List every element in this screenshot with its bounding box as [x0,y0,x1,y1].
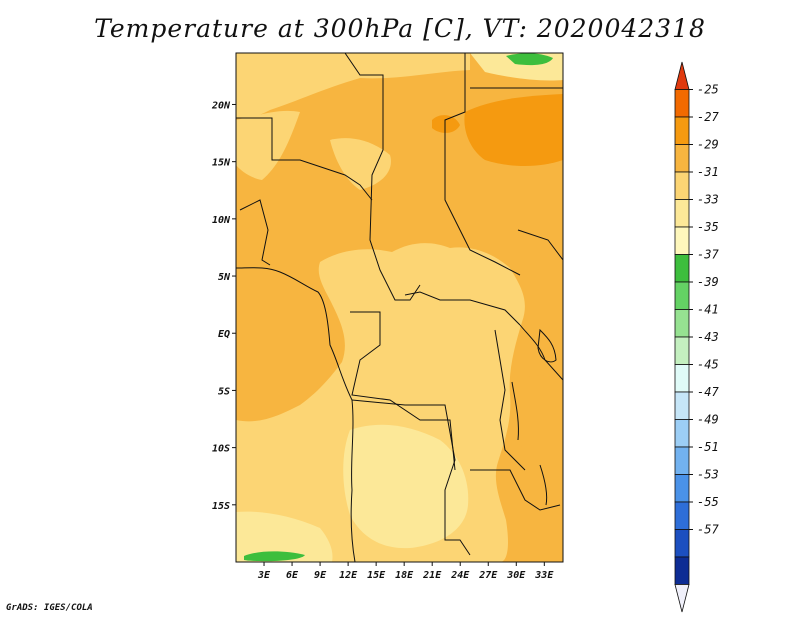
borders [236,53,563,562]
colorbar-segment [674,281,690,310]
contour-band-31-north [236,53,470,119]
colorbar-segment [674,556,690,585]
border-ethiopia [517,229,563,261]
colorbar-label: -49 [697,413,719,427]
contour-band-35-north [506,53,553,66]
lat-tick-label: 10S [212,444,230,455]
colorbar-segment [674,309,690,338]
lat-tick-label: 5N [218,272,231,283]
contour-band-33-angola [343,424,469,549]
lake-malawi [539,464,548,506]
lon-tick-label: 21E [422,570,442,581]
border-angola [351,399,471,556]
colorbar-label: -39 [697,275,719,289]
lat-tick-label: 15S [212,501,230,512]
lake-victoria [537,328,557,363]
border-drc-east [494,329,526,471]
contour-band-27-sudan [464,94,563,166]
lon-tick-label: 27E [478,570,498,581]
colorbar-segment [674,529,690,558]
colorbar-label: -29 [697,138,719,152]
colorbar-label: -43 [697,330,719,344]
lat-tick-label: 20N [211,100,231,111]
colorbar-top-arrow [674,61,690,90]
contour-band-29-east [518,375,563,474]
colorbar-segment [674,501,690,530]
lon-tick-label: 3E [257,570,271,581]
colorbar-label: -45 [697,358,719,372]
border-sudan [444,53,521,276]
border-zambia [470,469,561,511]
colorbar-bottom-arrow [674,584,690,613]
border-car [404,291,521,326]
colorbar-segment [674,199,690,228]
map-frame [235,52,564,563]
colorbar-label: -53 [697,468,719,482]
border-chad [344,53,421,301]
colorbar-label: -37 [697,248,719,262]
colorbar-label: -57 [697,523,719,537]
colorbar-segment [674,336,690,365]
colorbar-label: -51 [697,440,719,454]
lat-tick-label: 5S [218,386,230,397]
colorbar-segments [674,61,690,613]
colorbar-label: -33 [697,193,719,207]
contour-band-31-chad [330,138,391,190]
colorbar-segment [674,116,690,145]
colorbar-segment [674,446,690,475]
lon-tick-label: 24E [450,570,470,581]
colorbar-label: -41 [697,303,719,317]
lon-tick-label: 33E [534,570,554,581]
longitude-axis: 3E 6E 9E 12E 15E 18E 21E 24E 27E 30E 33E [257,562,554,581]
colorbar-label: -27 [697,110,719,124]
lake-tanganyika [511,381,519,441]
colorbar-segment [674,171,690,200]
chart-title: Temperature at 300hPa [C], VT: 202004231… [94,14,706,43]
lon-tick-label: 12E [339,570,358,581]
colorbar-segment [674,474,690,503]
contour-band-31-sahara [236,110,300,180]
colorbar-segment [674,226,690,255]
border-nigeria [239,199,271,266]
colorbar-segment [674,254,690,283]
colorbar-segment [674,419,690,448]
latitude-axis: 20N 15N 10N 5N EQ 5S 10S 15S [211,100,236,512]
lon-tick-label: 15E [367,570,386,581]
lon-tick-label: 9E [314,570,327,581]
colorbar-label: -55 [697,495,719,509]
colorbar-segment [674,89,690,118]
lon-tick-label: 18E [395,570,414,581]
lon-tick-label: 30E [506,570,526,581]
lat-tick-label: 10N [212,215,231,226]
contour-band-27-patch [432,115,460,133]
colorbar-label: -47 [697,385,719,399]
colorbar-labels: -25 -27 -29 -31 -33 -35 -37 -39 -41 -43 -45 -47 -49 -… [689,83,719,537]
colorbar-segment [674,144,690,173]
lon-tick-label: 6E [286,570,299,581]
border-sahara [236,117,373,201]
colorbar-segment [674,364,690,393]
border-congo [350,311,456,471]
colorbar-label: -35 [697,220,719,234]
colorbar-label: -25 [697,83,719,97]
colorbar-segment [674,391,690,420]
temperature-field [236,53,563,562]
coastline-west [236,267,356,562]
grads-credit: GrADS: IGES/COLA [6,603,93,613]
contour-band-35-south [244,551,305,562]
colorbar-label: -31 [697,165,719,179]
lat-tick-label: 15N [212,158,231,169]
contour-band-33-southwest [236,511,333,562]
lat-tick-label: EQ [218,329,230,340]
